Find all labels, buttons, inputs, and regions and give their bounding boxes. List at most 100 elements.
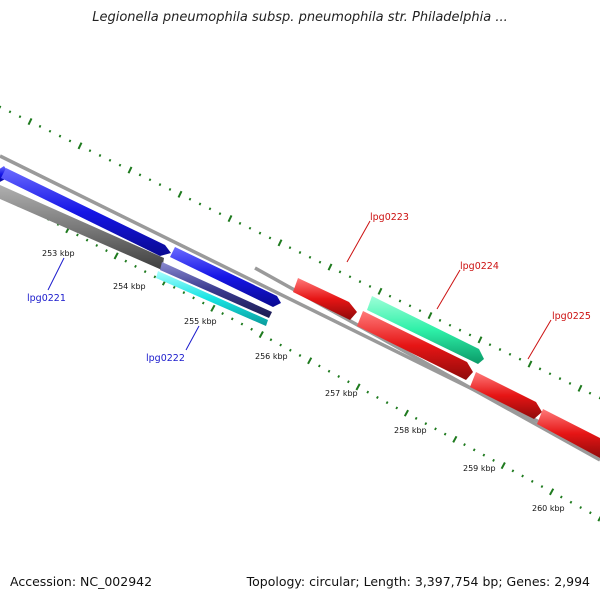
tick-mark bbox=[588, 391, 592, 395]
tick-mark bbox=[88, 149, 92, 153]
tick-mark bbox=[227, 214, 233, 223]
tick-mark bbox=[472, 448, 476, 452]
gene-red-feature-2[interactable] bbox=[470, 372, 542, 419]
lpg0222-leader-line bbox=[185, 325, 200, 351]
tick-mark bbox=[218, 212, 222, 216]
tick-mark bbox=[68, 139, 72, 143]
kbp-label-260: 260 kbp bbox=[532, 504, 565, 513]
tick-mark bbox=[577, 384, 583, 392]
tick-mark bbox=[488, 343, 492, 347]
tick-mark bbox=[500, 462, 506, 470]
tick-mark bbox=[468, 333, 472, 337]
gene-label-lpg0222[interactable]: lpg0222 bbox=[146, 353, 185, 364]
accession-text: Accession: NC_002942 bbox=[10, 574, 153, 589]
tick-mark bbox=[0, 105, 2, 109]
tick-mark bbox=[348, 275, 352, 279]
tick-mark bbox=[438, 318, 442, 322]
tick-mark bbox=[568, 382, 572, 385]
tick-mark bbox=[527, 360, 533, 368]
tick-mark bbox=[338, 270, 342, 274]
tick-mark bbox=[424, 422, 428, 426]
tick-mark bbox=[148, 178, 152, 182]
map-title: Legionella pneumophila subsp. pneumophil… bbox=[92, 10, 508, 25]
tick-mark bbox=[298, 353, 302, 358]
tick-mark bbox=[258, 231, 262, 235]
tick-mark bbox=[434, 427, 437, 431]
tick-mark bbox=[289, 348, 292, 352]
gene-lpg0225-feature[interactable] bbox=[537, 409, 600, 458]
tick-mark bbox=[569, 500, 573, 504]
tick-mark bbox=[95, 243, 99, 247]
gene-lpg0221-feature[interactable] bbox=[0, 166, 281, 307]
tick-mark bbox=[398, 299, 402, 303]
tick-mark bbox=[18, 115, 22, 119]
tick-mark bbox=[188, 197, 192, 201]
tick-mark bbox=[482, 453, 486, 457]
tick-mark bbox=[549, 488, 555, 496]
tick-mark bbox=[288, 246, 292, 250]
tick-mark bbox=[308, 255, 312, 259]
tick-mark bbox=[124, 259, 128, 263]
tick-mark bbox=[192, 296, 195, 300]
tick-mark bbox=[518, 357, 522, 361]
tick-mark bbox=[508, 352, 512, 356]
tick-mark bbox=[158, 183, 162, 187]
outer-tick-ring bbox=[0, 105, 600, 400]
tick-mark bbox=[366, 390, 370, 394]
kbp-label-259: 259 kbp bbox=[463, 464, 496, 473]
gene-label-lpg0224[interactable]: lpg0224 bbox=[460, 261, 499, 272]
tick-mark bbox=[248, 226, 252, 230]
tick-mark bbox=[108, 158, 112, 162]
tick-mark bbox=[268, 236, 272, 240]
tick-mark bbox=[208, 207, 212, 211]
tick-mark bbox=[355, 383, 361, 391]
tick-mark bbox=[443, 432, 447, 436]
tick-mark bbox=[377, 287, 383, 295]
tick-mark bbox=[105, 249, 108, 253]
tick-mark bbox=[337, 374, 341, 378]
tick-mark bbox=[279, 343, 282, 347]
tick-mark bbox=[385, 401, 389, 405]
tick-mark bbox=[498, 348, 502, 351]
kbp-label-255: 255 kbp bbox=[184, 317, 217, 326]
tick-mark bbox=[258, 331, 264, 339]
tick-mark bbox=[240, 322, 244, 326]
gene-lpg0222-feature[interactable] bbox=[160, 262, 272, 318]
tick-mark bbox=[113, 252, 119, 260]
kbp-label-254: 254 kbp bbox=[113, 282, 146, 291]
gene-label-lpg0225[interactable]: lpg0225 bbox=[552, 311, 591, 322]
kbp-label-253: 253 kbp bbox=[42, 249, 75, 258]
genome-summary-text: Topology: circular; Length: 3,397,754 bp… bbox=[246, 574, 590, 589]
tick-mark bbox=[38, 124, 42, 128]
tick-mark bbox=[477, 336, 483, 344]
tick-mark bbox=[172, 285, 176, 289]
tick-mark bbox=[85, 238, 89, 242]
gene-label-lpg0221[interactable]: lpg0221 bbox=[27, 293, 66, 304]
tick-mark bbox=[8, 110, 12, 114]
kbp-label-257: 257 kbp bbox=[325, 389, 358, 398]
inner-tick-ring bbox=[0, 191, 600, 522]
gene-gray-feature[interactable] bbox=[0, 185, 164, 270]
lpg0224-leader-line bbox=[436, 269, 461, 310]
tick-mark bbox=[368, 285, 372, 288]
tick-mark bbox=[540, 485, 544, 489]
tick-mark bbox=[418, 309, 422, 313]
tick-mark bbox=[548, 372, 552, 376]
gene-red-feature-1[interactable] bbox=[357, 311, 473, 380]
gene-lpg0223-feature[interactable] bbox=[293, 278, 357, 320]
tick-mark bbox=[250, 327, 253, 331]
gene-lpg0224-feature[interactable] bbox=[367, 296, 484, 364]
tick-mark bbox=[138, 173, 142, 177]
gene-cyan-feature[interactable] bbox=[156, 271, 268, 326]
tick-mark bbox=[153, 275, 157, 279]
tick-mark bbox=[230, 317, 234, 321]
backbone-outer-line bbox=[0, 154, 600, 454]
lpg0223-leader-line bbox=[346, 220, 371, 263]
tick-mark bbox=[238, 221, 242, 225]
tick-mark bbox=[221, 312, 224, 316]
gene-label-lpg0223[interactable]: lpg0223 bbox=[370, 212, 409, 223]
tick-mark bbox=[463, 443, 466, 447]
kbp-label-258: 258 kbp bbox=[394, 426, 427, 435]
tick-mark bbox=[327, 263, 333, 271]
